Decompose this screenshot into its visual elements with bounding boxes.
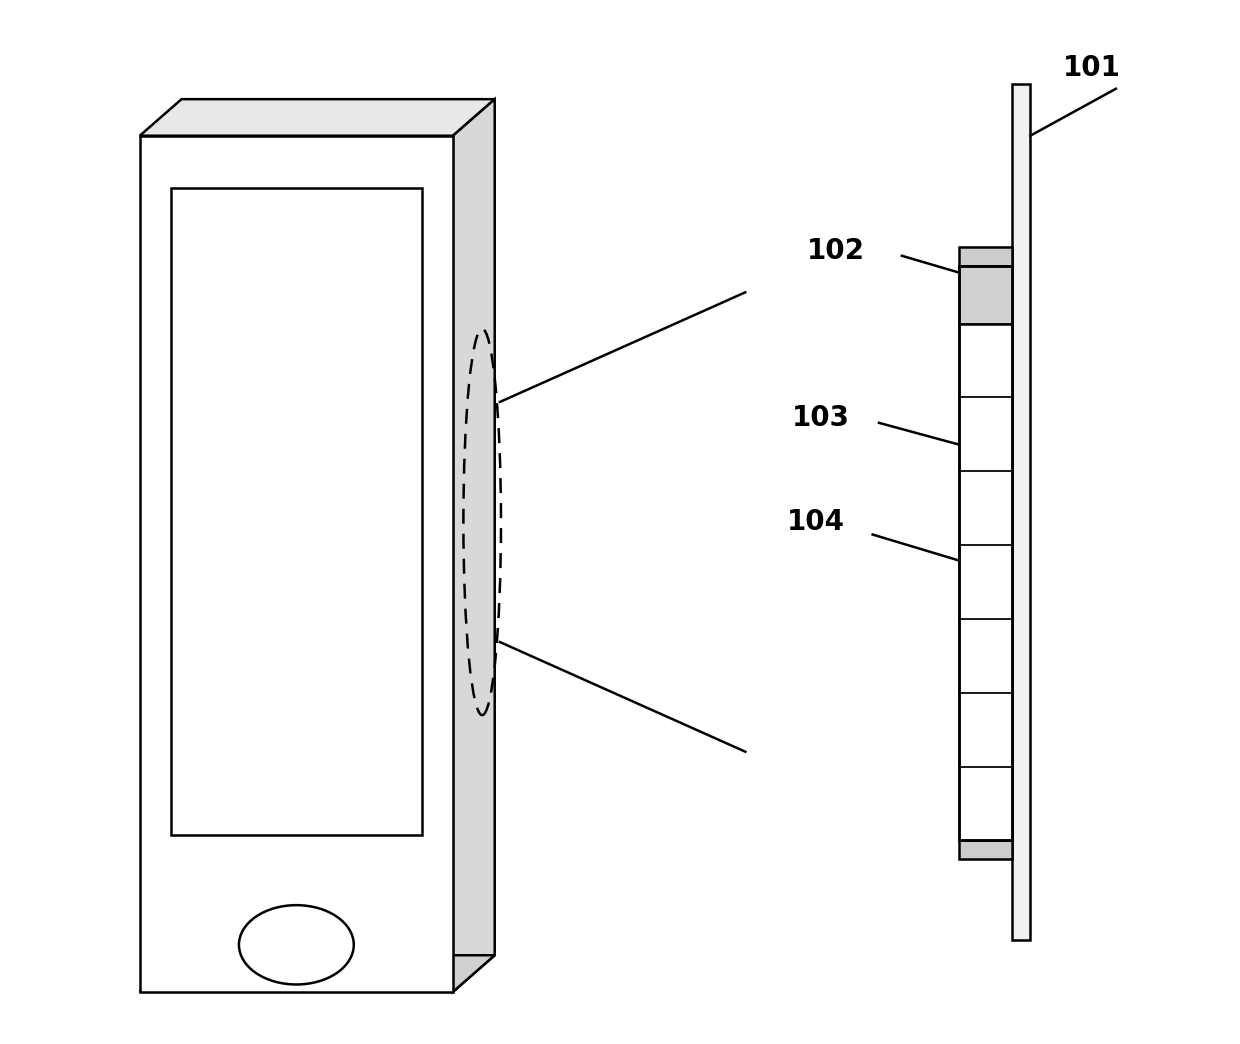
Bar — [1012, 84, 1030, 940]
Bar — [140, 136, 453, 992]
Bar — [960, 247, 1012, 266]
Bar — [960, 266, 1012, 324]
Text: 101: 101 — [1063, 54, 1121, 81]
Bar — [960, 840, 1012, 859]
Bar — [960, 324, 1012, 840]
Polygon shape — [140, 99, 495, 136]
Polygon shape — [140, 955, 495, 992]
Text: 104: 104 — [786, 508, 844, 536]
Bar — [171, 188, 422, 835]
Bar — [960, 266, 1012, 840]
Polygon shape — [453, 99, 495, 992]
Text: 102: 102 — [807, 237, 866, 264]
Ellipse shape — [239, 905, 353, 984]
Text: 103: 103 — [791, 404, 849, 431]
